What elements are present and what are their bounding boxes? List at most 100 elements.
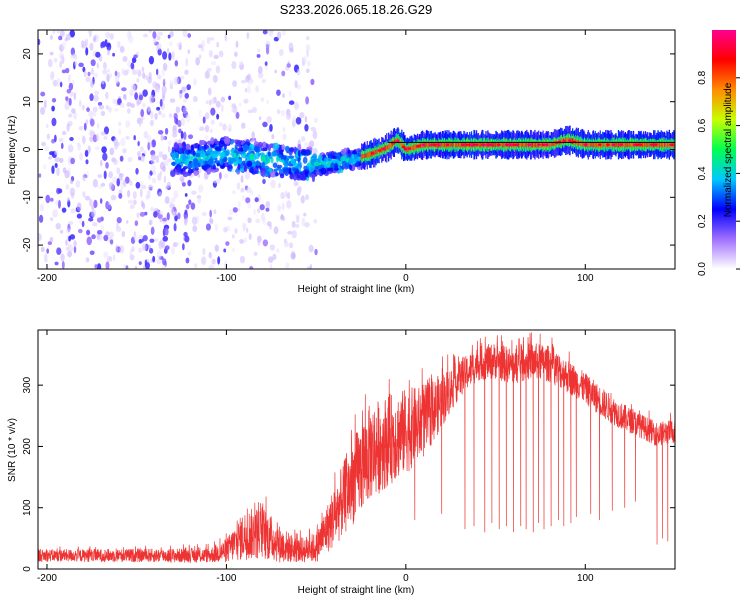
spectrogram-transition-blob (253, 146, 260, 153)
spectrogram-noise-blob (301, 217, 306, 227)
spectrogram-noise-blob (93, 199, 98, 209)
spectrogram-noise-blob (79, 152, 83, 161)
spectrogram-noise-blob (251, 106, 258, 114)
spectrogram-noise-blob (111, 176, 118, 184)
spectrogram-noise-blob (132, 191, 137, 200)
spectrogram-noise-blob (89, 136, 94, 143)
spectrogram-noise-blob (148, 247, 154, 254)
spectrogram-noise-blob (95, 133, 100, 142)
spectrogram-noise-blob (58, 138, 64, 142)
spectrogram-noise-blob (238, 102, 242, 107)
spectrogram-noise-blob (61, 260, 65, 269)
spectrogram-noise-blob (139, 211, 146, 217)
spectrogram-noise-blob (138, 261, 142, 265)
spectrogram-transition-blob (190, 144, 194, 150)
spectrogram-transition-blob (216, 162, 220, 167)
spectrogram-noise-blob (96, 263, 102, 269)
colorbar-tick-label: 0.6 (697, 118, 708, 132)
spectrogram-transition-blob (312, 153, 318, 160)
spectrogram-noise-blob (272, 253, 277, 261)
spectrogram-noise-blob (306, 49, 309, 58)
spectrogram-noise-blob (310, 78, 315, 86)
spectrogram-noise-blob (209, 218, 214, 225)
spectrogram-transition-blob (238, 159, 243, 165)
spectrogram-noise-blob (56, 30, 61, 34)
spectrogram-noise-blob (143, 131, 149, 139)
spectrogram-noise-blob (261, 79, 266, 84)
spectrogram-noise-blob (40, 246, 45, 253)
spectrogram-noise-blob (179, 175, 185, 182)
spectrogram-noise-blob (89, 93, 94, 102)
spectrogram-transition-blob (270, 170, 276, 178)
spectrogram-noise-blob (225, 241, 230, 246)
spectrogram-noise-blob (131, 57, 137, 64)
spectrogram-transition-blob (331, 155, 337, 160)
spectrogram-noise-blob (69, 179, 74, 185)
spectrogram-noise-blob (257, 66, 263, 75)
spectrogram-noise-blob (119, 45, 125, 53)
spectrogram-noise-blob (312, 147, 318, 155)
spectrogram-transition-blob (354, 153, 359, 160)
spectrogram-noise-blob (152, 170, 156, 176)
spectrogram-transition-blob (172, 161, 176, 167)
spectrogram-noise-blob (147, 184, 154, 190)
spectrogram-noise-blob (150, 226, 155, 235)
spectrogram-noise-blob (134, 92, 139, 101)
spectrogram-noise-blob (188, 199, 192, 205)
spectrogram-transition-blob (223, 144, 227, 151)
spectrogram-peak-blob (432, 143, 437, 146)
spectrogram-noise-blob (181, 182, 186, 187)
spectrogram-noise-blob (210, 60, 217, 66)
spectrogram-noise-blob (157, 48, 162, 56)
spectrogram-noise-blob (262, 239, 269, 247)
spectrogram-noise-blob (141, 66, 145, 72)
spectrogram-noise-blob (296, 68, 301, 76)
spectrogram-noise-blob (237, 200, 241, 208)
spectrogram-noise-blob (119, 245, 125, 254)
spectrogram-peak-blob (429, 143, 434, 146)
spectrogram-noise-blob (81, 220, 85, 228)
spectrogram-transition-blob (261, 170, 265, 178)
spectrogram-transition-blob (227, 164, 233, 169)
spectrogram-noise-blob (158, 210, 164, 215)
spectrogram-noise-blob (166, 181, 171, 189)
spectrogram-noise-blob (174, 60, 179, 67)
spectrogram-noise-blob (198, 109, 202, 118)
spectrogram-noise-blob (150, 206, 154, 212)
spectrogram-noise-blob (169, 201, 174, 207)
spectrogram-transition-blob (340, 165, 346, 170)
spectrogram-noise-blob (264, 61, 268, 66)
spectrogram-noise-blob (92, 178, 98, 188)
spectrogram-noise-blob (275, 248, 280, 254)
spectrogram-noise-blob (210, 119, 215, 125)
spectrogram-transition-blob (193, 170, 199, 177)
spectrogram-noise-blob (162, 258, 167, 266)
spectrogram-noise-blob (60, 253, 65, 262)
spectrogram-noise-blob (202, 248, 206, 255)
spectrogram-peak-blob (461, 143, 465, 146)
spectrogram-noise-blob (76, 202, 82, 212)
spectrogram-noise-blob (126, 102, 132, 107)
snr-y-tick-label: 300 (22, 376, 33, 393)
spectrogram-noise-blob (93, 72, 99, 79)
spectrogram-transition-blob (279, 173, 285, 179)
spectrogram-noise-blob (56, 77, 61, 87)
spectrogram-noise-blob (96, 217, 102, 223)
figure-title: S233.2026.065.18.26.G29 (280, 2, 433, 17)
spectrogram-noise-blob (170, 246, 175, 255)
spectrogram-noise-blob (130, 62, 135, 70)
spectrogram-noise-blob (136, 212, 140, 219)
spectrogram-transition-blob (348, 164, 353, 171)
spectrogram-noise-blob (276, 89, 281, 96)
spectrogram-noise-blob (70, 208, 76, 214)
spectrogram-noise-blob (141, 243, 147, 252)
spectrogram-peak-blob (474, 143, 479, 146)
spectrogram-noise-blob (140, 109, 145, 118)
spectrogram-transition-blob (170, 170, 176, 177)
spectrogram-noise-blob (280, 109, 286, 117)
spectrogram-noise-blob (112, 52, 116, 57)
spectrogram-noise-blob (71, 192, 75, 199)
spectrogram-noise-blob (300, 195, 305, 204)
spectrogram-noise-blob (193, 78, 197, 86)
spectrogram-peak-blob (597, 143, 602, 146)
